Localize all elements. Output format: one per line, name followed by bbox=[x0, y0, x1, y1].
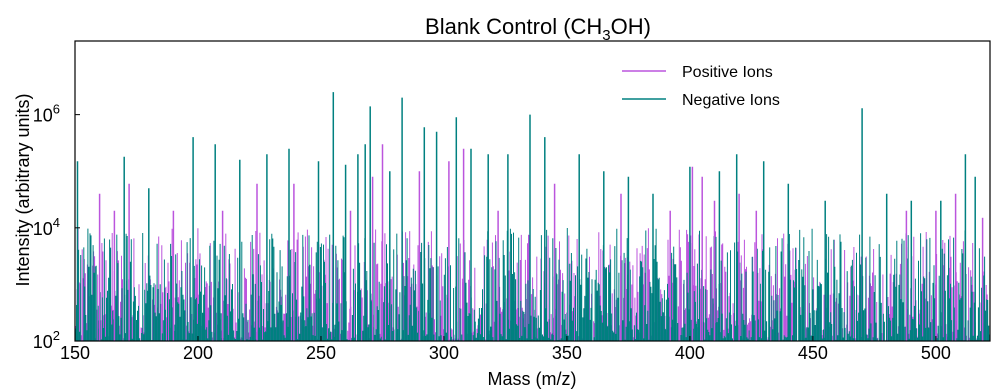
chart-title-subscript: 3 bbox=[602, 27, 610, 44]
x-tick-label-300: 300 bbox=[429, 343, 459, 363]
legend-label-positive-ions: Positive Ions bbox=[682, 64, 773, 81]
y-tick-label-6: 106 bbox=[33, 102, 60, 126]
y-axis-ticks: 102 104 106 bbox=[33, 102, 80, 352]
legend-label-negative-ions: Negative Ions bbox=[682, 92, 780, 109]
x-tick-label-200: 200 bbox=[183, 343, 213, 363]
x-tick-label-350: 350 bbox=[552, 343, 582, 363]
y-tick-label-2: 102 bbox=[33, 328, 60, 352]
x-tick-label-400: 400 bbox=[675, 343, 705, 363]
chart-title-tail: OH) bbox=[611, 14, 651, 39]
x-tick-label-500: 500 bbox=[921, 343, 951, 363]
x-axis-label: Mass (m/z) bbox=[488, 369, 577, 389]
y-tick-label-4: 104 bbox=[33, 215, 60, 239]
plot-frame bbox=[74, 40, 991, 342]
x-tick-label-250: 250 bbox=[306, 343, 336, 363]
chart-title: Blank Control (CH3OH) bbox=[425, 14, 651, 44]
plot-area bbox=[75, 92, 990, 341]
y-axis-label: Intensity (arbitrary units) bbox=[13, 93, 33, 286]
x-tick-label-150: 150 bbox=[60, 343, 90, 363]
legend: Positive Ions Negative Ions bbox=[622, 64, 780, 109]
chart-title-main: Blank Control (CH bbox=[425, 14, 602, 39]
x-tick-label-450: 450 bbox=[798, 343, 828, 363]
x-axis-ticks: 150 200 250 300 350 400 450 500 bbox=[60, 336, 951, 363]
